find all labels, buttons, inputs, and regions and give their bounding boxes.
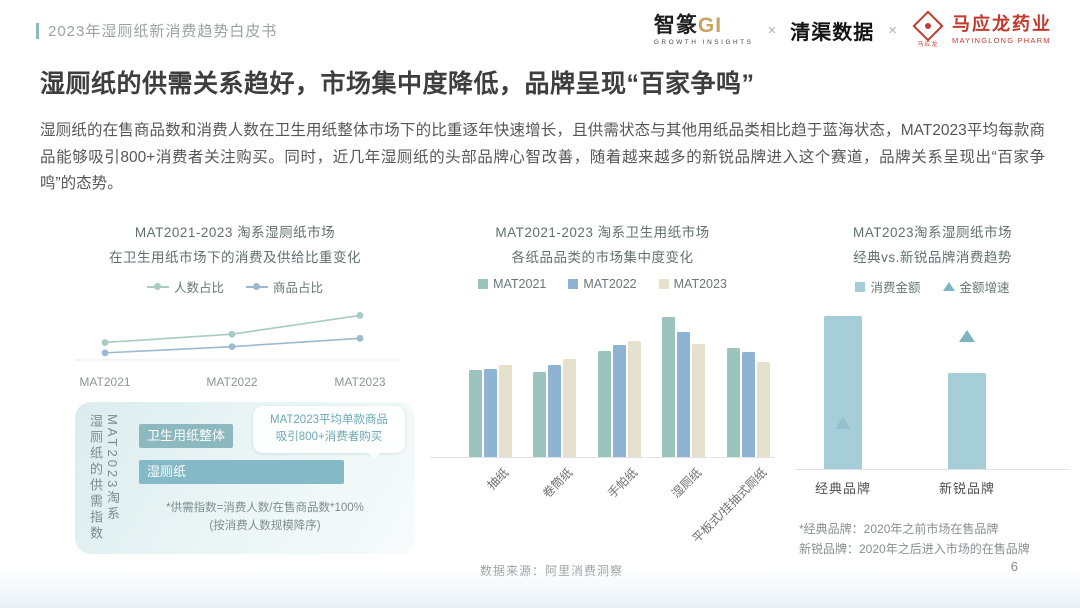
x-tick-label: 经典品牌 [814, 481, 871, 496]
square-marker-icon [658, 279, 669, 289]
grouped-bar-chart: 抽纸 卷筒纸 手帕纸 湿厕纸 平板式/挂抽式厕纸 [430, 303, 775, 546]
x-tick-label: 新锐品牌 [938, 481, 995, 496]
zhizhuan-name: 智篆 [653, 13, 698, 37]
bar-chart [795, 310, 1070, 470]
line-marker-icon [146, 283, 169, 290]
x-tick-label: MAT2021 [79, 375, 131, 389]
line-chart [75, 312, 400, 361]
square-marker-icon [478, 279, 489, 289]
category-label: 手帕纸 [604, 465, 641, 501]
data-point [356, 334, 364, 342]
legend-label: 金额增速 [959, 281, 1010, 295]
line-series-0 [104, 314, 361, 344]
bar-MAT2021-卷筒纸 [533, 371, 546, 457]
bar-MAT2023-平板式/挂抽式厕纸 [756, 361, 770, 457]
zhizhuan-subtext: GROWTH INSIGHTS [653, 38, 754, 46]
data-point [228, 330, 236, 338]
square-marker-icon [855, 281, 866, 292]
square-marker-icon [568, 279, 579, 289]
bar-经典品牌 [824, 316, 862, 469]
logo-bar: 智篆GI GROWTH INSIGHTS × 清渠数据 × 马应龙 马应龙药业 … [653, 10, 1052, 48]
legend-label: 商品占比 [273, 281, 324, 295]
bar-MAT2022-卷筒纸 [548, 364, 561, 457]
chart-title-line1: MAT2023淘系湿厕纸市场 [852, 225, 1013, 240]
line-marker-icon [246, 283, 268, 290]
logo-qingqu: 清渠数据 [790, 21, 875, 44]
triangle-marker-icon [942, 282, 955, 291]
hbar-wet-toilet-paper: 湿厕纸 [139, 460, 344, 484]
bar-MAT2021-平板式/挂抽式厕纸 [726, 347, 740, 457]
data-point [356, 312, 364, 319]
x-axis-labels: MAT2021 MAT2022 MAT2023 [60, 375, 410, 391]
callout-line2: 吸引800+消费者购买 [275, 431, 383, 444]
x-separator-icon: × [767, 21, 777, 39]
legend-label: 消费金额 [870, 281, 921, 295]
data-point [101, 339, 109, 346]
logo-mayinglong: 马应龙 马应龙药业 MAYINGLONG PHARM [911, 10, 1052, 48]
page-number: 6 [1010, 559, 1018, 574]
mayinglong-subtext: MAYINGLONG PHARM [952, 36, 1051, 45]
chart-panel-concentration: MAT2021-2023 淘系卫生用纸市场 各纸品品类的市场集中度变化 MAT2… [430, 220, 775, 546]
chart-title-line2: 各纸品品类的市场集中度变化 [511, 250, 694, 265]
bar-MAT2023-湿厕纸 [692, 343, 705, 457]
chart-title-line1: MAT2021-2023 淘系湿厕纸市场 [134, 225, 336, 240]
legend: 人数占比 商品占比 [60, 277, 410, 296]
bar-MAT2022-湿厕纸 [677, 332, 690, 457]
legend-label: MAT2021 [493, 277, 547, 291]
chart-title-line2: 经典vs.新锐品牌消费趋势 [853, 250, 1012, 265]
bar-MAT2022-手帕纸 [612, 345, 626, 457]
bar-MAT2021-手帕纸 [597, 350, 611, 457]
category-label: 抽纸 [484, 465, 512, 493]
growth-triangle-marker-新锐品牌 [959, 329, 975, 342]
zhizhuan-gi-mark: GI [697, 13, 723, 37]
category-label: 湿厕纸 [669, 465, 705, 501]
doc-header: 2023年湿厕纸新消费趋势白皮书 [36, 20, 277, 41]
hbar-hygiene-paper-overall: 卫生用纸整体 [139, 424, 234, 448]
bar-MAT2021-湿厕纸 [662, 317, 675, 457]
supply-bars: 卫生用纸整体 湿厕纸 [139, 424, 354, 496]
legend: MAT2021 MAT2022 MAT2023 [430, 277, 775, 291]
growth-triangle-marker-经典品牌 [835, 416, 851, 429]
panel-vertical-title-line2: 湿厕纸的供需指数 [88, 414, 103, 542]
panel-vertical-title-line1: MAT2023淘系 [105, 414, 120, 523]
bar-MAT2022-抽纸 [483, 368, 497, 457]
legend-label: MAT2022 [583, 277, 637, 291]
brand-footnote: *经典品牌：2020年之前市场在售品牌 新锐品牌：2020年之后进入市场的在售品… [799, 522, 1030, 556]
doc-title: 2023年湿厕纸新消费趋势白皮书 [48, 23, 278, 40]
bar-MAT2023-手帕纸 [627, 340, 641, 457]
x-tick-label: MAT2022 [206, 375, 258, 389]
x-axis-labels: 经典品牌 新锐品牌 [795, 478, 1070, 496]
bar-新锐品牌 [948, 372, 986, 469]
mayinglong-seal-caption: 马应龙 [917, 42, 939, 48]
chart-title-line2: 在卫生用纸市场下的消费及供给比重变化 [109, 250, 361, 265]
mayinglong-name: 马应龙药业 [952, 14, 1052, 34]
supply-footnote: *供需指数=消费人数/在售商品数*100% (按消费人数规模降序) [166, 502, 364, 532]
bar-MAT2021-抽纸 [468, 370, 482, 457]
legend-label: 人数占比 [173, 281, 224, 295]
page-title: 湿厕纸的供需关系趋好，市场集中度降低，品牌呈现“百家争鸣” [40, 70, 755, 98]
callout-line1: MAT2023平均单款商品 [269, 414, 388, 426]
data-source: 数据来源：阿里消费洞察 [480, 564, 624, 578]
legend: 消费金额 金额增速 [795, 277, 1070, 296]
x-separator-icon: × [888, 21, 897, 39]
supply-index-panel: MAT2023淘系 湿厕纸的供需指数 卫生用纸整体 湿厕纸 MAT2023平均单… [75, 402, 415, 554]
callout-bubble: MAT2023平均单款商品 吸引800+消费者购买 [253, 406, 405, 453]
accent-tick-icon [36, 22, 39, 39]
bar-MAT2023-抽纸 [498, 364, 512, 457]
chart-title-line1: MAT2021-2023 淘系卫生用纸市场 [495, 225, 710, 240]
chart-panel-brand-trend: MAT2023淘系湿厕纸市场 经典vs.新锐品牌消费趋势 消费金额 金额增速 经… [795, 220, 1070, 560]
bar-MAT2022-平板式/挂抽式厕纸 [741, 352, 755, 457]
logo-zhizhuan: 智篆GI GROWTH INSIGHTS [653, 13, 754, 46]
chart-panel-share-trend: MAT2021-2023 淘系湿厕纸市场 在卫生用纸市场下的消费及供给比重变化 … [60, 220, 410, 391]
mayinglong-seal-icon [912, 10, 944, 42]
category-label: 卷筒纸 [540, 465, 576, 501]
data-point [228, 343, 236, 351]
summary-paragraph: 湿厕纸的在售商品数和消费人数在卫生用纸整体市场下的比重逐年快速增长，且供需状态与… [40, 122, 1045, 193]
x-tick-label: MAT2023 [334, 375, 386, 389]
data-point [101, 349, 109, 357]
bar-MAT2023-卷筒纸 [563, 359, 576, 457]
panel-vertical-title: MAT2023淘系 湿厕纸的供需指数 [87, 414, 121, 546]
legend-label: MAT2023 [673, 277, 727, 291]
